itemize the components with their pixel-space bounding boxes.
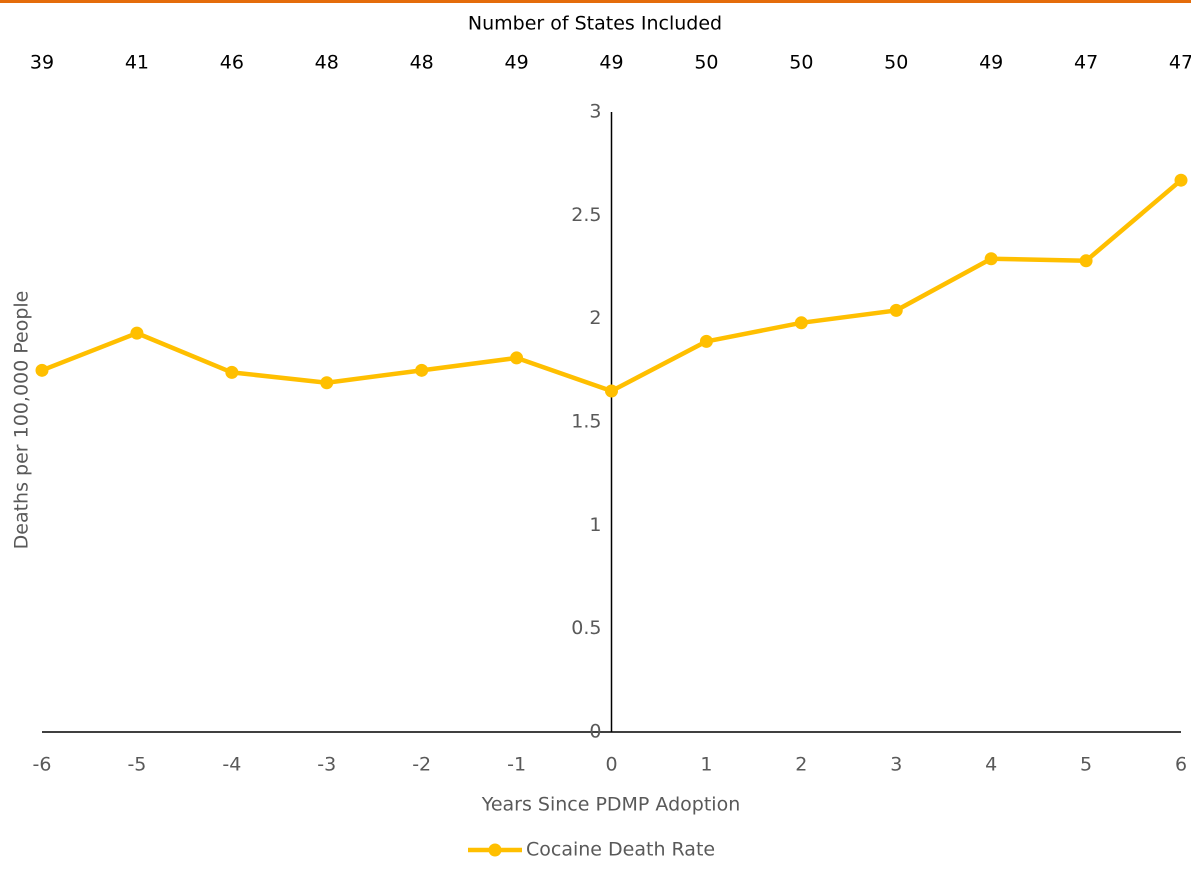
- data-point: [225, 365, 239, 379]
- top-axis-label: 41: [125, 52, 149, 74]
- top-axis-label: 49: [599, 52, 623, 74]
- data-point: [699, 334, 713, 348]
- legend-marker: [488, 843, 502, 857]
- x-axis-title: Years Since PDMP Adoption: [481, 794, 741, 816]
- x-tick-label: 6: [1175, 754, 1187, 776]
- legend-label: Cocaine Death Rate: [526, 839, 715, 861]
- data-point: [1079, 254, 1093, 268]
- data-point: [1174, 173, 1188, 187]
- data-point: [794, 316, 808, 330]
- x-tick-label: 2: [795, 754, 807, 776]
- x-tick-label: -4: [222, 754, 241, 776]
- data-point: [35, 363, 49, 377]
- x-tick-label: -1: [507, 754, 526, 776]
- top-axis-label: 50: [884, 52, 908, 74]
- data-point: [605, 384, 618, 398]
- data-point: [130, 326, 144, 340]
- x-tick-label: -6: [33, 754, 52, 776]
- y-tick-label: 3: [589, 101, 601, 123]
- top-axis-label: 47: [1074, 52, 1098, 74]
- y-tick-label: 2: [589, 307, 601, 329]
- top-axis-label: 49: [504, 52, 528, 74]
- x-tick-label: 3: [890, 754, 902, 776]
- top-axis-label: 48: [410, 52, 434, 74]
- y-tick-label: 1: [589, 514, 601, 536]
- y-tick-label: 1.5: [571, 411, 601, 433]
- x-tick-label: -5: [127, 754, 146, 776]
- y-axis-title: Deaths per 100,000 People: [11, 291, 33, 550]
- top-axis-label: 39: [30, 52, 54, 74]
- y-tick-label: 2.5: [571, 204, 601, 226]
- top-axis-label: 50: [694, 52, 718, 74]
- x-tick-label: 1: [700, 754, 712, 776]
- top-axis-label: 48: [315, 52, 339, 74]
- x-tick-label: -3: [317, 754, 336, 776]
- y-tick-label: 0.5: [571, 617, 601, 639]
- top-axis-label: 49: [979, 52, 1003, 74]
- data-point: [320, 376, 334, 390]
- data-point: [984, 252, 998, 266]
- x-tick-label: -2: [412, 754, 431, 776]
- y-tick-label: 0: [589, 721, 601, 743]
- x-tick-label: 5: [1080, 754, 1092, 776]
- top-axis-label: 50: [789, 52, 813, 74]
- top-axis-label: 47: [1169, 52, 1191, 74]
- x-tick-label: 4: [985, 754, 997, 776]
- top-axis-label: 46: [220, 52, 244, 74]
- data-point: [889, 303, 903, 317]
- data-point: [415, 363, 429, 377]
- data-point: [510, 351, 524, 365]
- x-tick-label: 0: [605, 754, 617, 776]
- top-axis-title: Number of States Included: [468, 13, 722, 35]
